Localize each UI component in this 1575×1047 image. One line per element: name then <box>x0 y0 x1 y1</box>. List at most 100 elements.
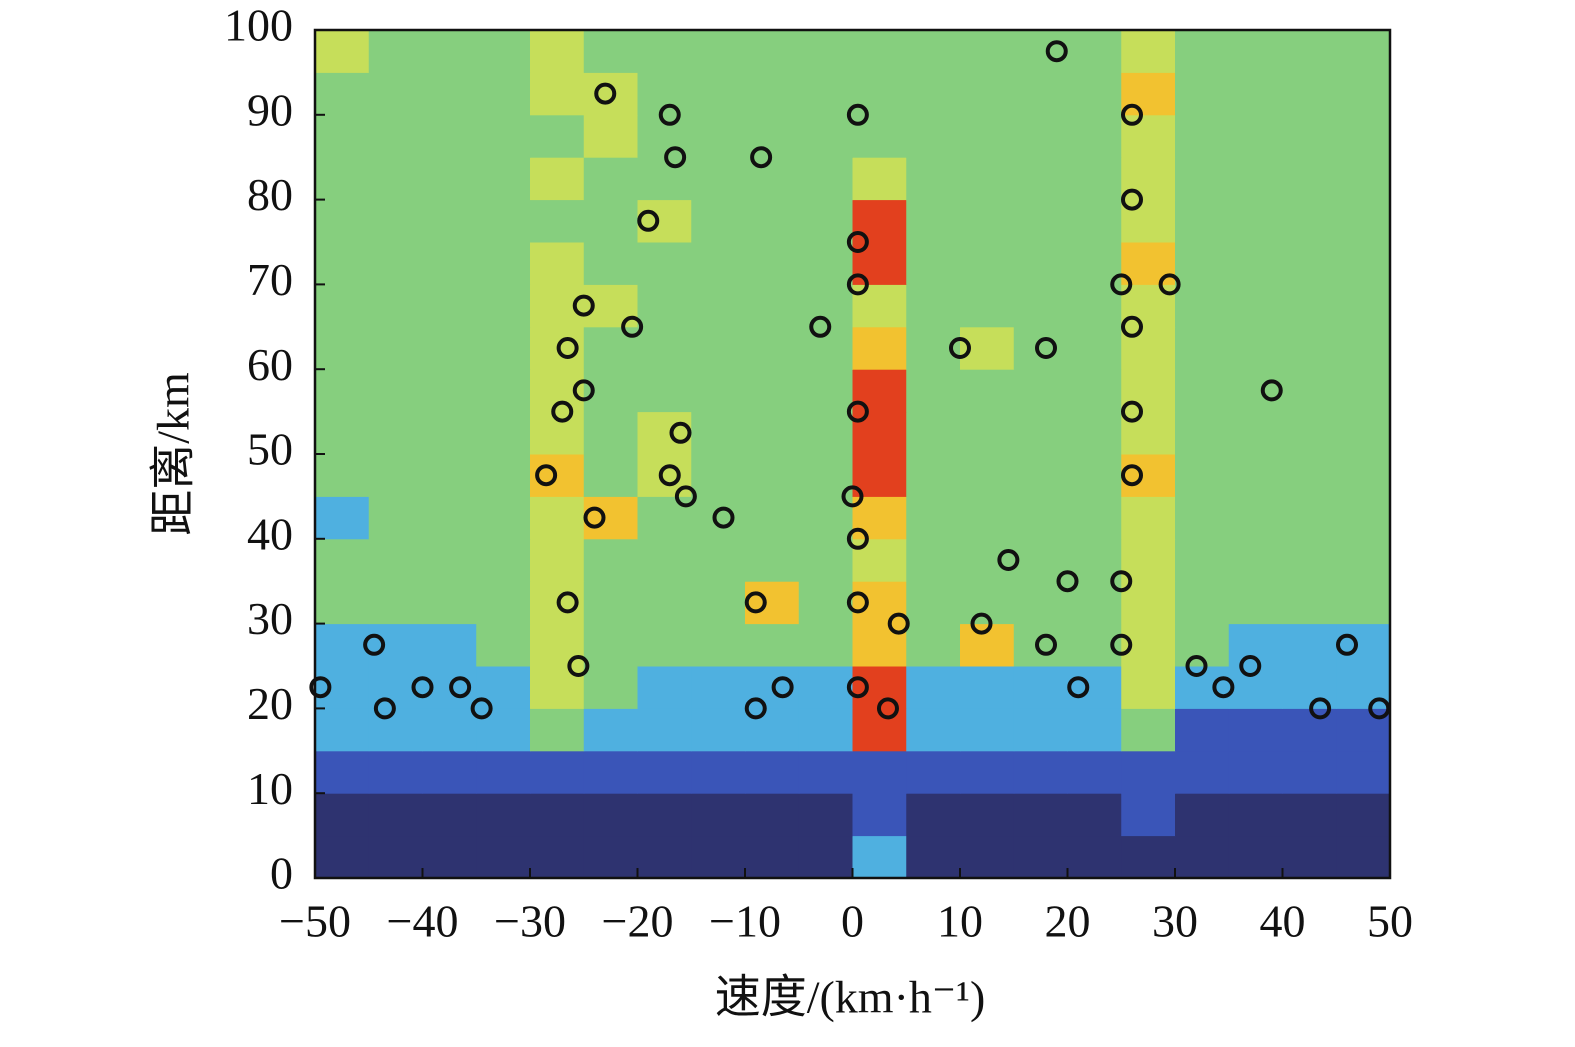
heatmap-cell <box>1282 581 1337 625</box>
heatmap-cell <box>1282 284 1337 328</box>
point <box>1212 676 1235 699</box>
heatmap-cell <box>1067 30 1122 73</box>
heatmap-cell <box>1336 454 1391 497</box>
heatmap-cell <box>960 72 1015 116</box>
heatmap-cell <box>637 30 692 73</box>
heatmap-cell <box>798 114 853 158</box>
heatmap-cell <box>368 750 423 794</box>
heatmap-cell <box>1013 114 1068 158</box>
heatmap-cell <box>1121 666 1176 709</box>
heatmap-cell <box>960 284 1015 328</box>
point <box>1309 697 1332 720</box>
heatmap-cell <box>852 326 907 370</box>
heatmap-cell <box>422 581 477 625</box>
heatmap-cell <box>691 496 746 540</box>
heatmap-cell <box>960 30 1015 73</box>
heatmap-cell <box>637 199 692 243</box>
x-tick-label: −30 <box>494 896 566 947</box>
point <box>1045 40 1068 63</box>
point <box>551 400 574 423</box>
heatmap-cell <box>691 454 746 497</box>
point <box>809 315 832 338</box>
heatmap-cell <box>1282 623 1337 667</box>
heatmap-cell <box>422 326 477 370</box>
heatmap-cell <box>368 30 423 73</box>
heatmap-cell <box>583 114 638 158</box>
heatmap-cell <box>691 157 746 201</box>
heatmap-cell <box>583 326 638 370</box>
heatmap-cell <box>1336 750 1391 794</box>
heatmap-cell <box>315 750 370 794</box>
point <box>1368 697 1391 720</box>
heatmap-cell <box>368 538 423 582</box>
y-tick-label: 0 <box>270 848 293 899</box>
heatmap-cell <box>691 538 746 582</box>
heatmap-cell <box>583 496 638 540</box>
heatmap-cell <box>476 666 531 709</box>
heatmap-cell <box>315 199 370 243</box>
heatmap-cell <box>745 454 800 497</box>
heatmap-cell <box>1013 199 1068 243</box>
heatmap-cell <box>691 623 746 667</box>
point <box>846 527 869 550</box>
point <box>664 146 687 169</box>
heatmap-cell <box>476 30 531 73</box>
heatmap-cell <box>1121 157 1176 201</box>
heatmap-cell <box>637 326 692 370</box>
heatmap-cell <box>1175 708 1230 752</box>
y-tick-label: 20 <box>247 678 293 729</box>
heatmap-cell <box>1336 369 1391 413</box>
heatmap-cell <box>1013 284 1068 328</box>
heatmap-cell <box>691 411 746 455</box>
heatmap-cell <box>315 454 370 497</box>
heatmap-cell <box>1228 199 1283 243</box>
heatmap-cell <box>906 72 961 116</box>
heatmap-cell <box>852 835 907 879</box>
heatmap-cell <box>960 369 1015 413</box>
heatmap-cell <box>1282 199 1337 243</box>
heatmap-cell <box>1228 793 1283 837</box>
heatmap-cell <box>1013 793 1068 837</box>
heatmap-cell <box>476 496 531 540</box>
heatmap-cell <box>637 369 692 413</box>
heatmap-cell <box>530 114 585 158</box>
heatmap-cell <box>315 496 370 540</box>
heatmap-cell <box>1121 581 1176 625</box>
heatmap-cell <box>798 72 853 116</box>
x-tick-label: 0 <box>841 896 864 947</box>
heatmap-cell <box>1175 326 1230 370</box>
heatmap-cell <box>960 199 1015 243</box>
heatmap-cell <box>422 411 477 455</box>
heatmap-cell <box>852 199 907 243</box>
point <box>846 231 869 253</box>
heatmap-cell <box>530 72 585 116</box>
heatmap-cell <box>1121 835 1176 879</box>
heatmap-cell <box>852 454 907 497</box>
heatmap-cell <box>1013 581 1068 625</box>
x-tick-label: 50 <box>1367 896 1413 947</box>
heatmap-cell <box>1175 793 1230 837</box>
heatmap-cell <box>906 369 961 413</box>
heatmap-cell <box>1336 581 1391 625</box>
heatmap-cell <box>691 199 746 243</box>
point <box>535 464 558 487</box>
point <box>887 612 910 635</box>
heatmap-cell <box>1228 496 1283 540</box>
heatmap-cell <box>315 708 370 752</box>
heatmap-cell <box>583 623 638 667</box>
point <box>1185 655 1208 677</box>
heatmap-cell <box>1228 72 1283 116</box>
heatmap-cell <box>315 581 370 625</box>
heatmap-cell <box>422 496 477 540</box>
point <box>556 591 579 614</box>
heatmap-cell <box>906 284 961 328</box>
heatmap-cell <box>637 708 692 752</box>
heatmap-cell <box>1282 326 1337 370</box>
heatmap-cell <box>637 581 692 625</box>
heatmap-cell <box>1228 114 1283 158</box>
heatmap-cell <box>1175 750 1230 794</box>
heatmap-cell <box>1013 411 1068 455</box>
heatmap-cell <box>1067 708 1122 752</box>
heatmap-cell <box>530 30 585 73</box>
point <box>637 209 660 232</box>
